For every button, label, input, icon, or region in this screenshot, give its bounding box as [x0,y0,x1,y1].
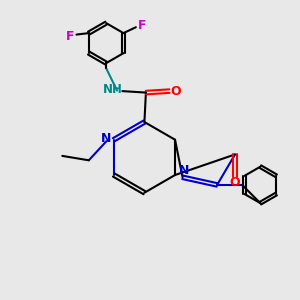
Text: N: N [101,132,112,145]
Text: O: O [170,85,181,98]
Text: F: F [66,30,75,43]
Text: NH: NH [103,83,123,96]
Text: O: O [230,176,240,189]
Text: N: N [179,164,189,177]
Text: F: F [137,19,146,32]
